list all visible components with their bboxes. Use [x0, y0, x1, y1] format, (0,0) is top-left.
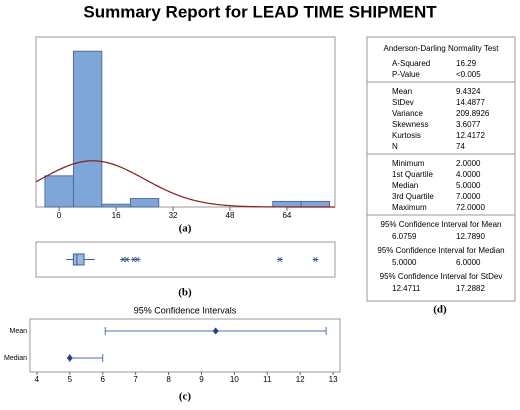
bar — [101, 203, 131, 208]
stat-value: 14.4877 — [456, 98, 485, 107]
stat-value: 72.0000 — [456, 203, 485, 212]
stat-value: 3.6077 — [456, 120, 481, 129]
table-heading: Anderson-Darling Normality Test — [383, 44, 499, 53]
x-tick-label: 6 — [101, 375, 106, 384]
x-tick-label: 8 — [166, 375, 171, 384]
stat-name: 1st Quartile — [392, 170, 433, 179]
bar — [44, 175, 74, 208]
stat-value: 4.0000 — [456, 170, 481, 179]
stat-value: <0.005 — [456, 70, 481, 79]
page-title: Summary Report for LEAD TIME SHIPMENT — [83, 2, 437, 21]
stat-name: Mean — [392, 87, 412, 96]
stat-value: 9.4324 — [456, 87, 481, 96]
stat-name: N — [392, 142, 398, 151]
interval-value: 6.0000 — [456, 258, 481, 267]
bar — [300, 200, 331, 208]
summary-frame — [366, 36, 516, 302]
interval-value: 5.0000 — [392, 258, 417, 267]
panel-label: (a) — [179, 223, 192, 235]
y-tick-label: Median — [4, 355, 27, 362]
estimate — [66, 354, 73, 362]
x-tick-label: 0 — [57, 211, 62, 220]
x-tick-label: 10 — [230, 375, 239, 384]
stat-name: A-Squared — [392, 59, 430, 68]
outlier — [312, 256, 319, 263]
stat-name: Variance — [392, 109, 424, 118]
x-tick-label: 32 — [169, 211, 178, 220]
x-tick-label: 9 — [199, 375, 204, 384]
ci-frame — [29, 318, 341, 373]
stat-name: Median — [392, 181, 418, 190]
panel-label: (c) — [179, 391, 192, 403]
stat-name: 3rd Quartile — [392, 192, 434, 201]
ci-title: 95% Confidence Intervals — [134, 305, 237, 315]
x-tick-label: 5 — [68, 375, 73, 384]
stat-value: 16.29 — [456, 59, 477, 68]
panel-label: (b) — [178, 287, 192, 299]
normal-curve — [35, 160, 335, 208]
bar — [129, 198, 160, 208]
outlier — [276, 256, 283, 263]
stat-value: 74 — [456, 142, 465, 151]
interval-heading: 95% Confidence Interval for Mean — [381, 220, 502, 229]
interval-value: 12.4711 — [392, 284, 421, 293]
stat-name: Minimum — [392, 159, 425, 168]
x-tick-label: 7 — [133, 375, 138, 384]
outlier — [134, 256, 141, 263]
x-tick-label: 11 — [263, 375, 272, 384]
estimate — [212, 327, 219, 335]
interval-heading: 95% Confidence Interval for StDev — [380, 272, 503, 281]
stat-name: P-Value — [392, 70, 420, 79]
panel-label: (d) — [433, 304, 447, 316]
stat-name: Skewness — [392, 120, 428, 129]
stat-name: Maximum — [392, 203, 427, 212]
box — [72, 253, 85, 266]
stat-name: StDev — [392, 98, 414, 107]
x-tick-label: 16 — [112, 211, 121, 220]
interval-value: 12.7890 — [456, 232, 485, 241]
interval-value: 6.0759 — [392, 232, 417, 241]
x-tick-label: 12 — [296, 375, 305, 384]
bar — [272, 200, 302, 208]
interval-value: 17.2882 — [456, 284, 485, 293]
x-tick-label: 64 — [282, 211, 291, 220]
stat-value: 5.0000 — [456, 181, 481, 190]
x-tick-label: 48 — [226, 211, 235, 220]
stat-value: 2.0000 — [456, 159, 481, 168]
x-tick-label: 4 — [35, 375, 40, 384]
stat-value: 12.4172 — [456, 131, 485, 140]
x-tick-label: 13 — [329, 375, 338, 384]
interval-heading: 95% Confidence Interval for Median — [377, 246, 504, 255]
stat-name: Kurtosis — [392, 131, 421, 140]
stat-value: 209.8926 — [456, 109, 490, 118]
stat-value: 7.0000 — [456, 192, 481, 201]
outlier — [123, 256, 130, 263]
y-tick-label: Mean — [9, 328, 27, 335]
bar — [72, 50, 103, 208]
